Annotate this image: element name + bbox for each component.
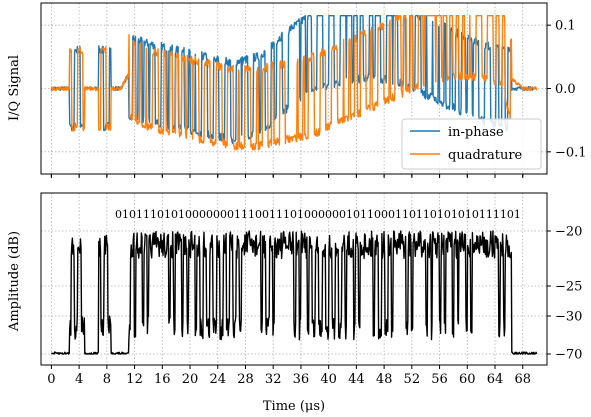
amplitude-y-axis-label: Amplitude (dB)	[7, 231, 22, 332]
iq-y-tick-label: −0.1	[555, 145, 587, 160]
amplitude-panel: 0101110101000000011100111010000001011000…	[7, 192, 582, 414]
x-tick-label: 36	[293, 372, 310, 387]
x-tick-label: 32	[265, 372, 282, 387]
iq-x-ticks	[50, 174, 524, 178]
x-tick-label: 4	[75, 372, 83, 387]
amplitude-y-tick-label: −25	[555, 280, 582, 295]
x-tick-label: 28	[237, 372, 254, 387]
x-tick-label: 0	[47, 372, 55, 387]
x-tick-label: 48	[376, 372, 393, 387]
x-axis-label: Time (μs)	[263, 399, 325, 414]
legend-quadrature-label: quadrature	[448, 148, 523, 163]
amplitude-y-tick-label: −30	[555, 310, 582, 325]
iq-y-tick-label: 0.0	[555, 82, 576, 97]
x-tick-label: 56	[431, 372, 448, 387]
amplitude-lines	[50, 230, 538, 355]
x-tick-label: 8	[103, 372, 111, 387]
iq-y-tick-label: 0.1	[555, 19, 576, 34]
legend-in-phase-label: in-phase	[448, 125, 504, 140]
iq-y-ticks: −0.1 0.0 0.1	[547, 19, 587, 160]
legend: in-phase quadrature	[401, 118, 542, 170]
iq-series-quadrature	[50, 14, 538, 151]
x-tick-label: 52	[404, 372, 421, 387]
bit-sequence-label: 0101110101000000011100111010000001011000…	[115, 208, 521, 221]
amplitude-y-tick-label: −70	[555, 348, 582, 363]
iq-lines	[50, 14, 538, 151]
amplitude-series	[50, 230, 538, 355]
x-tick-label: 44	[348, 372, 365, 387]
x-tick-label: 68	[514, 372, 531, 387]
iq-y-axis-label: I/Q Signal	[7, 55, 22, 121]
x-tick-label: 40	[320, 372, 337, 387]
amplitude-y-tick-label: −20	[555, 225, 582, 240]
iq-signal-panel: −0.1 0.0 0.1 I/Q Signal in-phase quadratur…	[7, 2, 587, 178]
amplitude-plot-frame	[40, 192, 548, 366]
amplitude-x-ticks: 0 4 8 12 16 20 24 28 32 36 40 44 48 52 56 60 64 68	[47, 365, 531, 387]
x-tick-label: 24	[209, 372, 226, 387]
amplitude-y-ticks: −20 −25 −30 −70	[547, 225, 582, 363]
x-tick-label: 16	[154, 372, 171, 387]
x-tick-label: 60	[459, 372, 476, 387]
x-tick-label: 20	[182, 372, 199, 387]
x-tick-label: 12	[126, 372, 143, 387]
x-tick-label: 64	[487, 372, 504, 387]
